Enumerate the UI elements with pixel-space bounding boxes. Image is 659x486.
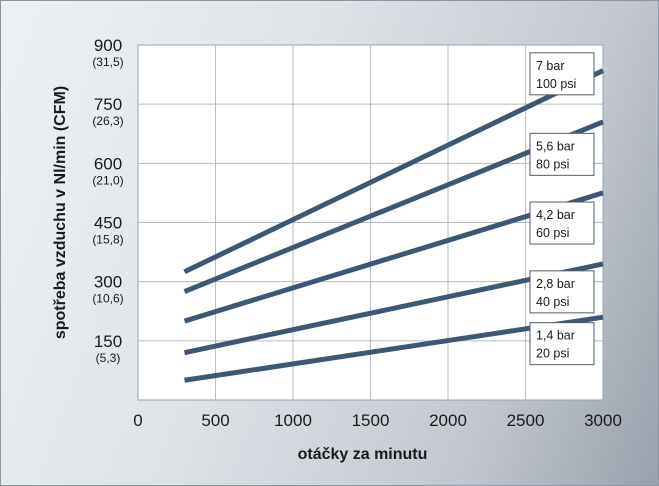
y-ticks: 150(5,3) 300(10,6) 450(15,8) 600(21,0) 750(2…	[92, 36, 123, 365]
x-axis-title: otáčky za minutu	[298, 446, 428, 463]
y-tick-sublabel: (31,5)	[92, 55, 123, 69]
series-labels: 1,4 bar 20 psi 2,8 bar 40 psi 4,2 bar 60 psi 5…	[529, 52, 595, 366]
series-label-box	[529, 132, 595, 176]
y-tick-sublabel: (26,3)	[92, 114, 123, 128]
x-tick-label: 2500	[507, 411, 545, 430]
series-label-line2: 80 psi	[536, 157, 569, 171]
x-tick-label: 2000	[429, 411, 467, 430]
series-line	[183, 68, 605, 275]
y-tick-sublabel: (21,0)	[92, 173, 123, 187]
series-label-line2: 40 psi	[536, 295, 569, 309]
series-label-line1: 5,6 bar	[536, 139, 575, 153]
y-tick-sublabel: (15,8)	[92, 233, 123, 247]
x-tick-label: 3000	[584, 411, 622, 430]
y-axis-title: spotřeba vzduchu v Nl/min (CFM)	[52, 86, 69, 339]
series-label-box	[529, 201, 595, 245]
x-tick-label: 1500	[352, 411, 390, 430]
y-tick-sublabel: (5,3)	[96, 351, 121, 365]
y-tick-label: 300	[94, 273, 122, 292]
series-label-line1: 1,4 bar	[536, 329, 575, 343]
x-tick-label: 500	[201, 411, 229, 430]
series-label-box	[529, 322, 595, 366]
series-label-line2: 60 psi	[536, 226, 569, 240]
series-label-line1: 2,8 bar	[536, 277, 575, 291]
series-label-line1: 7 bar	[536, 59, 565, 73]
series-label-line1: 4,2 bar	[536, 208, 575, 222]
x-tick-label: 0	[133, 411, 142, 430]
x-ticks: 0 500 1000 1500 2000 2500 3000	[133, 411, 622, 430]
y-tick-label: 900	[94, 36, 122, 55]
series-label-box	[529, 52, 595, 96]
series-label: 1,4 bar 20 psi	[529, 322, 595, 366]
series-label: 5,6 bar 80 psi	[529, 132, 595, 176]
x-tick-label: 1000	[274, 411, 312, 430]
y-tick-label: 150	[94, 332, 122, 351]
series-label-box	[529, 270, 595, 314]
series-label: 2,8 bar 40 psi	[529, 270, 595, 314]
series-label: 4,2 bar 60 psi	[529, 201, 595, 245]
y-tick-label: 450	[94, 214, 122, 233]
y-tick-label: 750	[94, 95, 122, 114]
y-tick-sublabel: (10,6)	[92, 292, 123, 306]
series-label: 7 bar 100 psi	[529, 52, 595, 96]
y-tick-label: 600	[94, 154, 122, 173]
series-label-line2: 20 psi	[536, 347, 569, 361]
series-label-line2: 100 psi	[536, 77, 576, 91]
